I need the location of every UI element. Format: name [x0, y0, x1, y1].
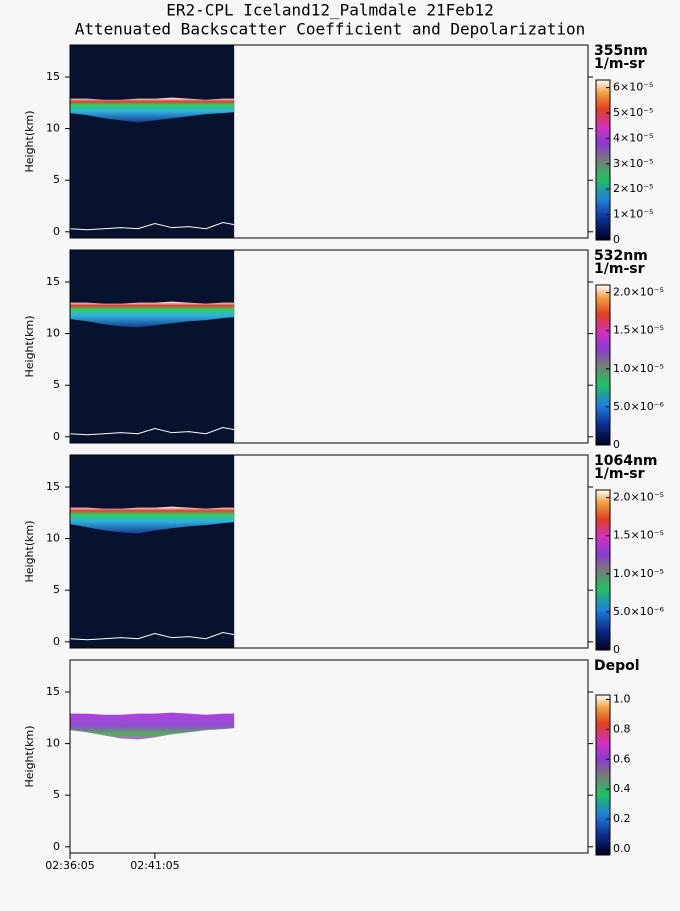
colorbar-tick-label: 6×10⁻⁵	[613, 81, 653, 94]
cloud-layer	[70, 506, 235, 534]
cloud-layer	[70, 97, 235, 123]
surface-line	[69, 632, 235, 641]
y-tick-label: 0	[53, 430, 60, 443]
colorbar-tick-label: 1.0×10⁻⁵	[613, 567, 664, 580]
colorbar-tick-label: 1.0×10⁻⁵	[613, 362, 664, 375]
colorbar-tick-label: 5.0×10⁻⁶	[613, 605, 665, 618]
colorbar-tick-label: 2×10⁻⁵	[613, 182, 653, 195]
y-tick-label: 15	[46, 70, 60, 83]
background	[70, 250, 235, 443]
y-tick-label: 0	[53, 635, 60, 648]
background	[70, 45, 235, 238]
colorbar-tick-label: 0.0	[613, 842, 631, 855]
colorbar-tick-label: 0	[613, 233, 620, 246]
y-tick-label: 10	[46, 122, 60, 135]
colorbar	[595, 489, 611, 651]
colorbar-tick-label: 0.2	[613, 812, 631, 825]
colorbar	[595, 79, 611, 241]
y-axis-label: Height(km)	[23, 315, 36, 377]
colorbar-tick-label: 2.0×10⁻⁵	[613, 286, 664, 299]
colorbar-tick-label: 0.4	[613, 782, 631, 795]
y-tick-label: 15	[46, 480, 60, 493]
y-tick-label: 0	[53, 840, 60, 853]
plot-frame	[69, 454, 589, 649]
y-axis-label: Height(km)	[23, 110, 36, 172]
y-axis-label: Height(km)	[23, 520, 36, 582]
colorbar-title: 532nm	[594, 248, 648, 264]
colorbar	[595, 284, 611, 446]
colorbar-tick-label: 0	[613, 643, 620, 656]
title: ER2-CPL Iceland12_Palmdale 21Feb12	[166, 1, 494, 20]
surface-line	[69, 427, 235, 436]
cloud-layer	[70, 301, 235, 328]
colorbar-title: Depol	[594, 658, 640, 674]
colorbar-tick-label: 1×10⁻⁵	[613, 208, 653, 221]
colorbar-title: 355nm	[594, 43, 648, 59]
plot-frame	[69, 249, 589, 444]
colorbar-title: 1/m-sr	[594, 466, 645, 482]
surface-line	[69, 222, 235, 231]
y-tick-label: 5	[53, 583, 60, 596]
background	[70, 455, 235, 648]
y-tick-label: 15	[46, 685, 60, 698]
colorbar-tick-label: 0	[613, 438, 620, 451]
plot-frame	[69, 659, 589, 854]
colorbar-tick-label: 3×10⁻⁵	[613, 157, 653, 170]
plot-frame	[69, 44, 589, 239]
colorbar	[595, 694, 611, 856]
colorbar-title: 1064nm	[594, 453, 658, 469]
subtitle: Attenuated Backscatter Coefficient and D…	[75, 20, 586, 39]
colorbar-tick-label: 2.0×10⁻⁵	[613, 491, 664, 504]
y-axis-label: Height(km)	[23, 725, 36, 787]
y-tick-label: 5	[53, 173, 60, 186]
colorbar-tick-label: 4×10⁻⁵	[613, 131, 653, 144]
colorbar-tick-label: 1.5×10⁻⁵	[613, 529, 664, 542]
colorbar-tick-label: 5×10⁻⁵	[613, 106, 653, 119]
colorbar-tick-label: 5.0×10⁻⁶	[613, 400, 665, 413]
colorbar-tick-label: 0.8	[613, 722, 631, 735]
x-tick-label: 02:36:05	[45, 859, 94, 872]
y-tick-label: 5	[53, 378, 60, 391]
cloud-layer	[70, 712, 235, 740]
colorbar-tick-label: 1.5×10⁻⁵	[613, 324, 664, 337]
y-tick-label: 0	[53, 225, 60, 238]
y-tick-label: 10	[46, 327, 60, 340]
y-tick-label: 10	[46, 737, 60, 750]
y-tick-label: 5	[53, 788, 60, 801]
y-tick-label: 15	[46, 275, 60, 288]
y-tick-label: 10	[46, 532, 60, 545]
x-tick-label: 02:41:05	[130, 859, 179, 872]
colorbar-title: 1/m-sr	[594, 56, 645, 72]
colorbar-tick-label: 1.0	[613, 692, 631, 705]
colorbar-title: 1/m-sr	[594, 261, 645, 277]
colorbar-tick-label: 0.6	[613, 752, 631, 765]
